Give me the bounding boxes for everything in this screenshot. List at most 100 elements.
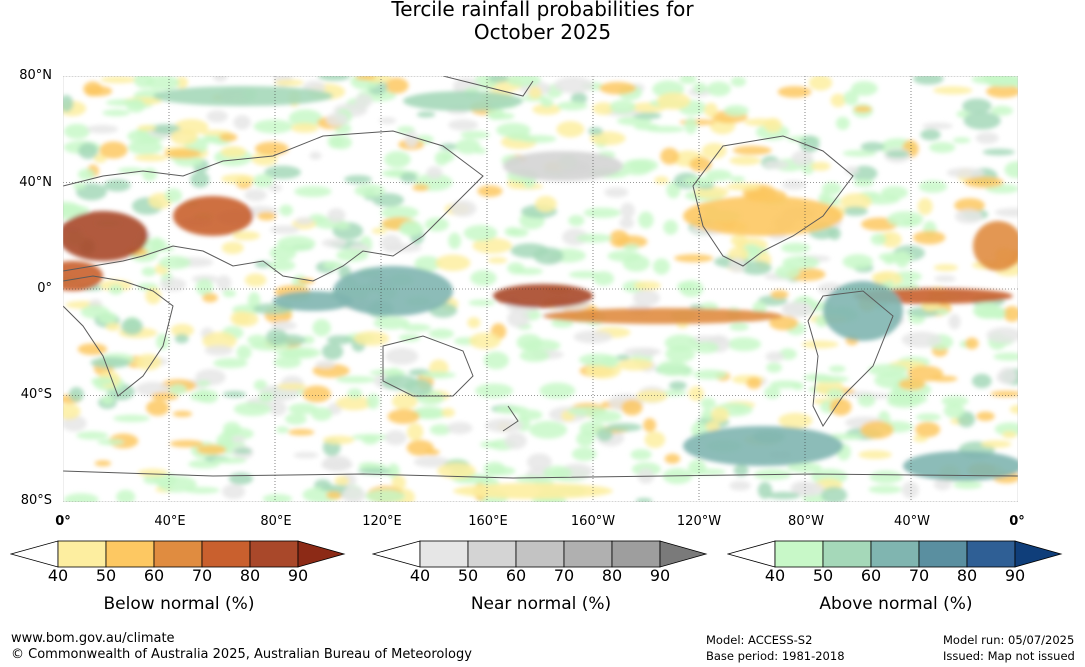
shading-patch (400, 172, 418, 183)
shading-patch (998, 367, 1017, 385)
shading-patch (101, 395, 114, 405)
shading-patch (344, 175, 372, 184)
shading-patch (275, 426, 290, 434)
shading-patch (630, 449, 652, 461)
shading-patch (268, 259, 296, 272)
shading-patch (488, 76, 509, 83)
shading-patch (355, 76, 376, 81)
shading-patch (195, 388, 210, 403)
shading-patch (274, 79, 304, 86)
legend-swatch (201, 540, 251, 568)
legend-min-triangle (9, 540, 59, 568)
legend-near-normal (371, 540, 712, 572)
shading-patch (379, 117, 397, 125)
shading-patch (993, 352, 1018, 361)
shading-patch (188, 459, 220, 469)
shading-patch (515, 475, 549, 483)
shading-feature (903, 451, 1018, 481)
shading-patch (507, 132, 532, 141)
shading-patch (322, 435, 355, 445)
shading-patch (778, 412, 813, 429)
legend-below-normal (9, 540, 350, 572)
shading-patch (373, 316, 410, 330)
shading-patch (539, 382, 576, 399)
shading-patch (63, 95, 74, 113)
shading-patch (860, 420, 894, 439)
shading-patch (160, 277, 187, 292)
shading-patch (868, 485, 902, 494)
shading-patch (629, 158, 659, 172)
shading-patch (532, 104, 561, 115)
legend-min-triangle (726, 540, 776, 568)
shading-patch (705, 420, 720, 432)
shading-patch (898, 378, 926, 391)
shading-patch (169, 439, 204, 448)
shading-patch (221, 174, 255, 184)
shading-patch (273, 356, 302, 369)
shading-patch (556, 121, 585, 138)
shading-patch (657, 360, 689, 376)
website-link[interactable]: www.bom.gov.au/climate (11, 631, 175, 646)
shading-patch (384, 151, 411, 168)
shading-patch (885, 150, 910, 158)
shading-patch (568, 270, 601, 279)
shading-patch (604, 187, 629, 198)
shading-patch (277, 382, 307, 391)
shading-patch (420, 371, 456, 379)
shading-patch (233, 402, 271, 417)
lat-label-80n: 80°N (19, 68, 52, 83)
shading-patch (216, 275, 232, 291)
shading-patch (857, 394, 876, 407)
shading-patch (327, 134, 344, 149)
legend-swatch (515, 540, 565, 568)
shading-patch (175, 76, 189, 89)
shading-patch (663, 219, 678, 235)
shading-patch (933, 86, 973, 95)
legend-below-normal-bar (9, 540, 346, 568)
shading-patch (391, 475, 406, 490)
shading-patch (335, 395, 373, 411)
shading-patch (380, 205, 419, 220)
lon-label-0: 0° (55, 514, 71, 529)
shading-patch (730, 175, 745, 183)
shading-patch (279, 204, 293, 217)
shading-patch (863, 194, 900, 205)
shading-patch (840, 193, 872, 211)
shading-patch (170, 323, 194, 337)
lon-label-40e: 40°E (154, 514, 186, 529)
shading-patch (76, 431, 109, 440)
shading-patch (485, 418, 524, 433)
shading-patch (1003, 306, 1018, 322)
shading-patch (853, 179, 874, 188)
shading-patch (480, 441, 501, 448)
shading-feature (403, 91, 523, 111)
legend-swatch (419, 540, 469, 568)
legend-swatch (249, 540, 299, 568)
shading-patch (435, 254, 471, 272)
shading-patch (986, 327, 1018, 344)
shading-patch (728, 258, 747, 273)
shading-patch (321, 238, 347, 248)
shading-patch (689, 157, 712, 172)
shading-feature (453, 483, 613, 499)
shading-patch (933, 264, 959, 272)
footer-left: www.bom.gov.au/climate © Commonwealth of… (11, 631, 472, 663)
legend-tick: 50 (457, 566, 479, 585)
shading-patch (701, 408, 714, 421)
shading-patch (781, 180, 806, 190)
shading-patch (400, 220, 423, 237)
shading-patch (994, 207, 1018, 217)
shading-patch (448, 119, 479, 131)
legend-above-normal (726, 540, 1067, 572)
shading-patch (170, 129, 198, 145)
shading-patch (508, 227, 529, 238)
shading-patch (828, 365, 846, 373)
shading-patch (236, 345, 252, 360)
shading-patch (769, 380, 802, 389)
legend-swatch (870, 540, 920, 568)
legend-tick: 80 (601, 566, 623, 585)
shading-patch (63, 493, 99, 502)
shading-patch (592, 102, 615, 115)
shading-patch (334, 475, 350, 486)
shading-patch (223, 421, 241, 436)
